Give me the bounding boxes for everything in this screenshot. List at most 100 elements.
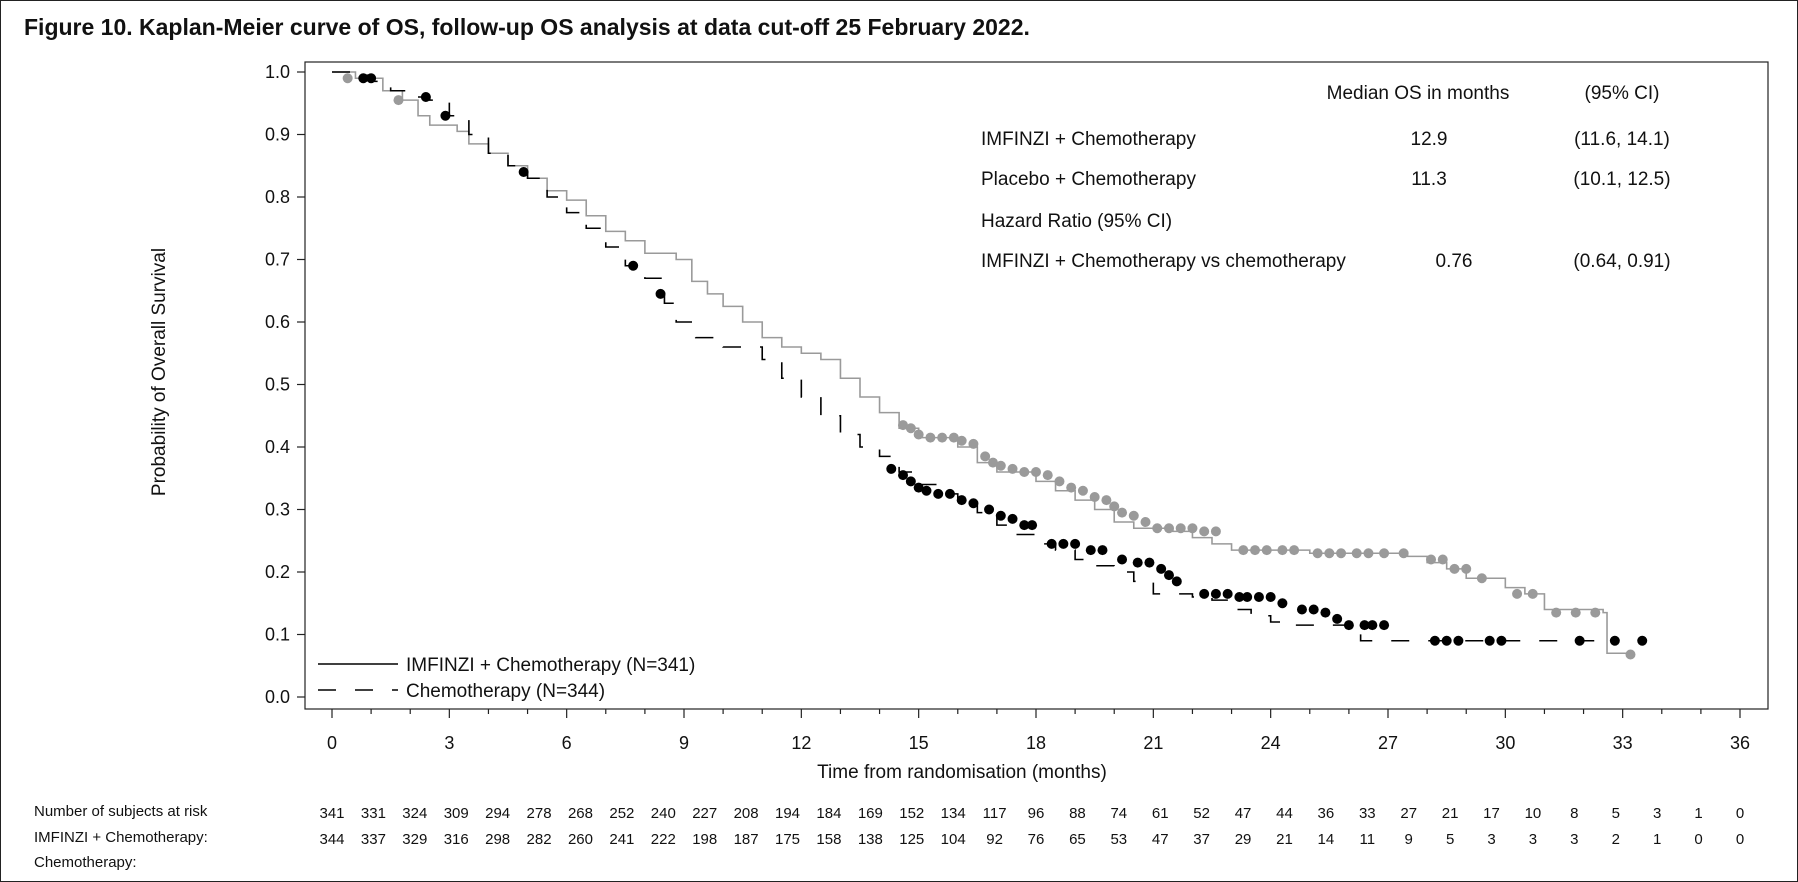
stats-row-label: IMFINZI + Chemotherapy [981, 129, 1196, 150]
plot-area-border [304, 61, 1769, 710]
censor-mark-imfinzi [1461, 563, 1472, 574]
censor-mark-chemo [1085, 545, 1096, 556]
risk-value-chemo: 138 [858, 831, 883, 848]
censor-mark-imfinzi [898, 420, 909, 431]
censor-mark-imfinzi [1312, 548, 1323, 559]
x-tick-label: 18 [1026, 733, 1046, 753]
risk-table-values: 3413443313373243293093162942982782822682… [319, 805, 1744, 848]
y-tick-label: 0.9 [265, 125, 290, 145]
risk-value-chemo: 0 [1694, 831, 1702, 848]
risk-value-imfinzi: 96 [1028, 805, 1045, 822]
censor-mark-chemo [366, 73, 377, 84]
censor-mark-chemo [1277, 598, 1288, 609]
censor-mark-imfinzi [1351, 548, 1362, 559]
risk-value-imfinzi: 44 [1276, 805, 1293, 822]
risk-value-imfinzi: 184 [816, 805, 841, 822]
risk-value-chemo: 298 [485, 831, 510, 848]
censor-mark-imfinzi [1336, 548, 1347, 559]
censor-mark-chemo [886, 463, 897, 474]
risk-row-label-imfinzi: IMFINZI + Chemotherapy: [34, 829, 208, 846]
risk-value-imfinzi: 61 [1152, 805, 1169, 822]
y-tick-label: 0.7 [265, 250, 290, 270]
stats-row-ci: (11.6, 14.1) [1574, 129, 1670, 150]
censor-mark-chemo [1609, 635, 1620, 646]
censor-mark-chemo [1484, 635, 1495, 646]
censor-mark-chemo [1132, 557, 1143, 568]
risk-value-imfinzi: 3 [1653, 805, 1661, 822]
censor-mark-chemo [358, 73, 369, 84]
legend-label-chemo: Chemotherapy (N=344) [406, 681, 605, 702]
stats-row-ci: (10.1, 12.5) [1573, 169, 1670, 190]
risk-value-imfinzi: 341 [319, 805, 344, 822]
risk-value-chemo: 29 [1235, 831, 1252, 848]
stats-row-value: 12.9 [1411, 129, 1448, 150]
censor-mark-chemo [968, 498, 979, 509]
risk-table-title: Number of subjects at risk [34, 803, 208, 820]
risk-value-imfinzi: 324 [402, 805, 427, 822]
x-tick-label: 36 [1730, 733, 1750, 753]
censor-mark-imfinzi [1625, 649, 1636, 660]
censor-mark-imfinzi [1437, 554, 1448, 565]
risk-value-chemo: 158 [816, 831, 841, 848]
km-curve-chemo [332, 71, 1608, 642]
risk-value-chemo: 76 [1028, 831, 1045, 848]
censor-mark-chemo [1453, 635, 1464, 646]
risk-value-chemo: 47 [1152, 831, 1169, 848]
censor-mark-imfinzi [956, 435, 967, 446]
risk-value-imfinzi: 0 [1736, 805, 1744, 822]
censor-mark-chemo [1429, 635, 1440, 646]
censor-mark-imfinzi [1152, 523, 1163, 534]
km-curve-imfinzi [332, 71, 1632, 655]
censor-mark-chemo [1379, 620, 1390, 631]
risk-value-imfinzi: 152 [899, 805, 924, 822]
censor-mark-chemo [1637, 635, 1648, 646]
risk-value-chemo: 9 [1405, 831, 1413, 848]
x-tick-label: 6 [562, 733, 572, 753]
censor-mark-chemo [913, 482, 924, 493]
censor-mark-imfinzi [1077, 485, 1088, 496]
legend: IMFINZI + Chemotherapy (N=341) Chemother… [318, 655, 695, 702]
risk-value-imfinzi: 117 [983, 805, 1007, 822]
x-tick-label: 3 [444, 733, 454, 753]
stats-row-label: Hazard Ratio (95% CI) [981, 211, 1172, 232]
y-tick-label: 0.1 [265, 625, 290, 645]
stats-row-value: 11.3 [1411, 169, 1447, 190]
censor-mark-chemo [1199, 588, 1210, 599]
x-tick-label: 27 [1378, 733, 1398, 753]
censor-mark-chemo [1097, 545, 1108, 556]
censor-mark-imfinzi [1187, 523, 1198, 534]
y-tick-label: 0.8 [265, 187, 290, 207]
risk-value-chemo: 198 [692, 831, 717, 848]
risk-value-imfinzi: 194 [775, 805, 800, 822]
risk-value-imfinzi: 36 [1318, 805, 1335, 822]
censor-mark-chemo [1163, 570, 1174, 581]
censor-mark-chemo [1574, 635, 1585, 646]
stats-table: Median OS in months (95% CI) IMFINZI + C… [981, 83, 1671, 272]
stats-row-value: 0.76 [1436, 251, 1473, 272]
censor-mark-imfinzi [1210, 526, 1221, 537]
x-tick-label: 15 [909, 733, 929, 753]
censor-mark-imfinzi [948, 432, 959, 443]
risk-value-chemo: 241 [609, 831, 634, 848]
censor-mark-imfinzi [1363, 548, 1374, 559]
censor-mark-imfinzi [1449, 563, 1460, 574]
risk-value-chemo: 3 [1570, 831, 1578, 848]
x-tick-label: 12 [791, 733, 811, 753]
censor-mark-imfinzi [1324, 548, 1335, 559]
censor-mark-chemo [1496, 635, 1507, 646]
censor-mark-chemo [905, 476, 916, 487]
censor-mark-imfinzi [1031, 467, 1041, 477]
y-tick-label: 1.0 [265, 62, 290, 82]
x-tick-label: 21 [1143, 733, 1163, 753]
risk-value-chemo: 282 [527, 831, 552, 848]
risk-value-chemo: 0 [1736, 831, 1744, 848]
censor-mark-imfinzi [393, 95, 404, 106]
stats-header-ci: (95% CI) [1585, 83, 1660, 104]
censor-mark-imfinzi [1117, 507, 1128, 518]
risk-value-chemo: 3 [1487, 831, 1495, 848]
censor-mark-chemo [933, 488, 944, 499]
censor-mark-imfinzi [913, 429, 924, 440]
censor-mark-imfinzi [1019, 467, 1030, 477]
censor-mark-chemo [1144, 557, 1155, 568]
censor-mark-imfinzi [342, 73, 353, 84]
